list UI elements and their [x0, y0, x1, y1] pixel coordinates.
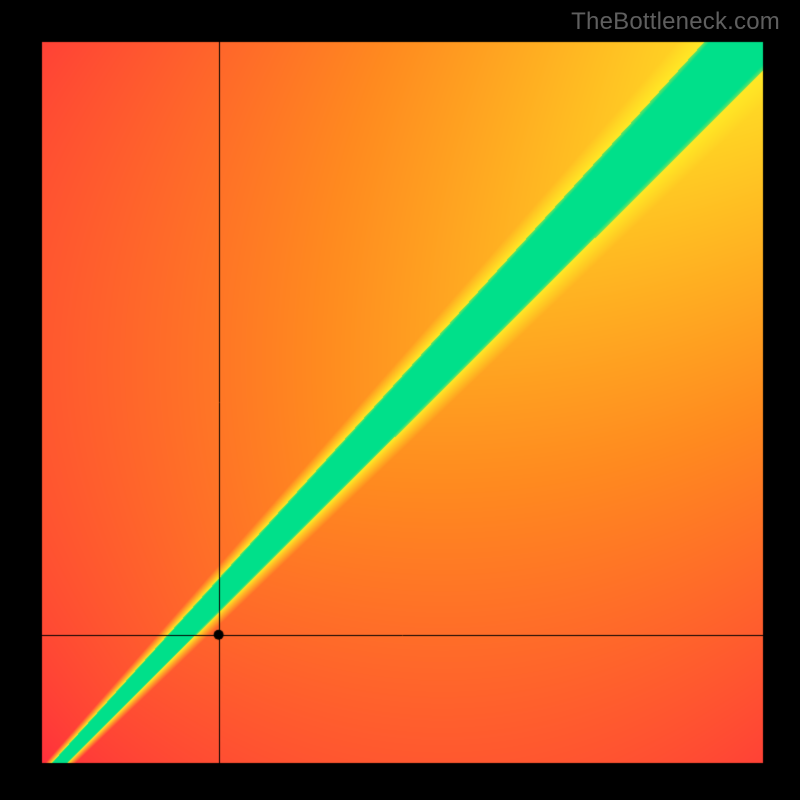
watermark-text: TheBottleneck.com	[571, 8, 780, 36]
heatmap-canvas	[0, 0, 800, 800]
